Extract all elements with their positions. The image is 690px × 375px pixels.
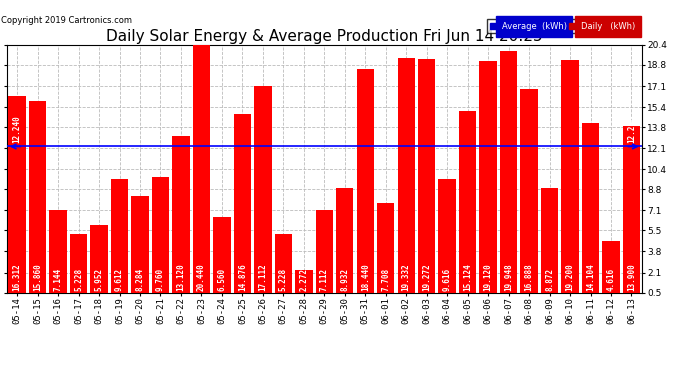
Bar xyxy=(50,210,67,299)
Text: 5.228: 5.228 xyxy=(74,267,83,291)
Bar xyxy=(315,210,333,299)
Text: 20.440: 20.440 xyxy=(197,263,206,291)
Text: 2.272: 2.272 xyxy=(299,267,308,291)
Bar xyxy=(480,61,497,299)
Text: 8.284: 8.284 xyxy=(135,267,144,291)
Bar xyxy=(131,196,149,299)
Text: 15.124: 15.124 xyxy=(463,263,472,291)
Text: 19.332: 19.332 xyxy=(402,263,411,291)
Bar xyxy=(193,45,210,299)
Text: 7.144: 7.144 xyxy=(54,267,63,291)
Bar xyxy=(295,270,313,299)
Title: Daily Solar Energy & Average Production Fri Jun 14 20:25: Daily Solar Energy & Average Production … xyxy=(106,29,542,44)
Bar xyxy=(602,241,620,299)
Text: 5.952: 5.952 xyxy=(95,267,103,291)
Text: 6.560: 6.560 xyxy=(217,267,226,291)
Bar xyxy=(254,86,272,299)
Bar xyxy=(90,225,108,299)
Bar xyxy=(336,188,353,299)
Text: 19.200: 19.200 xyxy=(566,263,575,291)
Text: 18.440: 18.440 xyxy=(361,263,370,291)
Text: 19.272: 19.272 xyxy=(422,263,431,291)
Text: 17.112: 17.112 xyxy=(258,263,267,291)
Bar xyxy=(234,114,251,299)
Bar xyxy=(70,234,87,299)
Bar xyxy=(520,88,538,299)
Bar xyxy=(438,179,456,299)
Bar xyxy=(377,203,395,299)
Text: 12.240: 12.240 xyxy=(12,115,21,143)
Bar xyxy=(357,69,374,299)
Bar xyxy=(213,217,230,299)
Bar xyxy=(8,96,26,299)
Text: 15.860: 15.860 xyxy=(33,263,42,291)
Text: 12.240: 12.240 xyxy=(627,115,636,143)
Text: 14.104: 14.104 xyxy=(586,263,595,291)
Text: 4.616: 4.616 xyxy=(607,267,615,291)
Bar xyxy=(111,179,128,299)
Bar xyxy=(397,58,415,299)
Text: 5.228: 5.228 xyxy=(279,267,288,291)
Bar xyxy=(541,188,558,299)
Bar xyxy=(500,51,518,299)
Text: 13.120: 13.120 xyxy=(177,263,186,291)
Legend: Average  (kWh), Daily   (kWh): Average (kWh), Daily (kWh) xyxy=(487,20,638,33)
Text: 9.612: 9.612 xyxy=(115,267,124,291)
Bar xyxy=(152,177,169,299)
Bar xyxy=(172,135,190,299)
Text: 19.948: 19.948 xyxy=(504,263,513,291)
Text: 16.888: 16.888 xyxy=(524,263,533,291)
Text: 8.872: 8.872 xyxy=(545,267,554,291)
Bar xyxy=(418,59,435,299)
Text: 9.760: 9.760 xyxy=(156,267,165,291)
Bar xyxy=(582,123,599,299)
Text: 7.708: 7.708 xyxy=(382,267,391,291)
Text: 19.120: 19.120 xyxy=(484,263,493,291)
Text: 14.876: 14.876 xyxy=(238,263,247,291)
Text: 13.900: 13.900 xyxy=(627,263,636,291)
Bar xyxy=(562,60,579,299)
Text: 9.616: 9.616 xyxy=(443,267,452,291)
Bar xyxy=(623,126,640,299)
Bar xyxy=(29,102,46,299)
Bar xyxy=(459,111,476,299)
Text: 16.312: 16.312 xyxy=(12,263,21,291)
Text: Copyright 2019 Cartronics.com: Copyright 2019 Cartronics.com xyxy=(1,16,132,25)
Text: 8.932: 8.932 xyxy=(340,267,349,291)
Text: 7.112: 7.112 xyxy=(319,267,329,291)
Bar xyxy=(275,234,292,299)
